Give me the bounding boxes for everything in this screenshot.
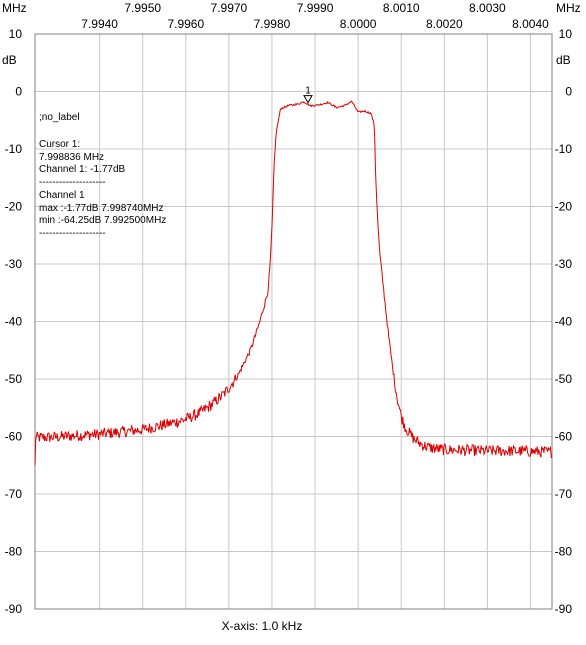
y-tick-label-right: -80 — [555, 545, 573, 559]
cursor-label: 1 — [305, 86, 311, 97]
annotation-line: min :-64.25dB 7.992500MHz — [39, 215, 166, 226]
x-tick-label: 7.9940 — [81, 17, 118, 31]
y-tick-label-right: -40 — [555, 315, 573, 329]
cursor-marker-group: 1 — [303, 86, 313, 104]
x-tick-label: 8.0010 — [383, 1, 420, 15]
y-tick-label-right: -90 — [555, 602, 573, 616]
y-unit-label-right: dB — [556, 53, 571, 67]
x-tick-label: 7.9990 — [297, 1, 334, 15]
y-tick-label: -60 — [5, 430, 23, 444]
y-tick-label-right: -30 — [555, 257, 573, 271]
x-unit-label: MHz — [2, 1, 27, 15]
annotation-line: Channel 1 — [39, 190, 85, 201]
x-tick-label: 7.9980 — [254, 17, 291, 31]
y-tick-label: -50 — [5, 372, 23, 386]
y-tick-label: -80 — [5, 545, 23, 559]
y-tick-label-right: -70 — [555, 487, 573, 501]
x-tick-label: 8.0030 — [469, 1, 506, 15]
y-tick-label: 0 — [15, 85, 22, 99]
y-tick-label: 10 — [9, 27, 23, 41]
x-tick-label: 8.0040 — [512, 17, 549, 31]
y-tick-label: -20 — [5, 200, 23, 214]
x-unit-label-right: MHz — [556, 1, 581, 15]
y-tick-label-right: 0 — [565, 85, 572, 99]
x-tick-label: 8.0000 — [340, 17, 377, 31]
annotation-line: Cursor 1: — [39, 139, 80, 150]
x-tick-labels-bottom: 7.9940 7.9960 7.9980 8.0000 8.0020 8.0040 — [81, 17, 549, 31]
y-tick-label: -90 — [5, 602, 23, 616]
x-tick-labels-top: 7.9950 7.9970 7.9990 8.0010 8.0030 — [124, 1, 506, 15]
x-tick-label: 7.9970 — [211, 1, 248, 15]
annotation-line: -------------------- — [39, 177, 106, 188]
annotation-line: max :-1.77dB 7.998740MHz — [39, 203, 164, 214]
annotation-line: ;no_label — [39, 112, 80, 123]
x-tick-label: 8.0020 — [426, 17, 463, 31]
annotation-line: -------------------- — [39, 228, 106, 239]
y-tick-label-right: -10 — [555, 142, 573, 156]
y-tick-label: -30 — [5, 257, 23, 271]
y-tick-label-right: -50 — [555, 372, 573, 386]
y-tick-label: -70 — [5, 487, 23, 501]
y-tick-labels-right: 10 0 -10 -20 -30 -40 -50 -60 -70 -80 -90 — [555, 27, 573, 616]
y-tick-label: -10 — [5, 142, 23, 156]
annotation-line: Channel 1: -1.77dB — [39, 164, 126, 175]
xaxis-caption: X-axis: 1.0 kHz — [222, 619, 303, 633]
series-traces — [34, 100, 553, 466]
x-tick-label: 7.9960 — [167, 17, 204, 31]
x-tick-label: 7.9950 — [124, 1, 161, 15]
series-line — [34, 100, 553, 466]
y-tick-label: -40 — [5, 315, 23, 329]
y-tick-labels-left: 10 0 -10 -20 -30 -40 -50 -60 -70 -80 -90 — [5, 27, 23, 616]
plot-frame — [34, 33, 553, 610]
grid — [35, 33, 552, 610]
cursor-marker — [303, 95, 313, 104]
y-tick-label-right: -20 — [555, 200, 573, 214]
y-tick-label-right: -60 — [555, 430, 573, 444]
y-unit-label-left: dB — [2, 53, 17, 67]
y-tick-label-right: 10 — [559, 27, 573, 41]
annotation-line: 7.998836 MHz — [39, 152, 104, 163]
